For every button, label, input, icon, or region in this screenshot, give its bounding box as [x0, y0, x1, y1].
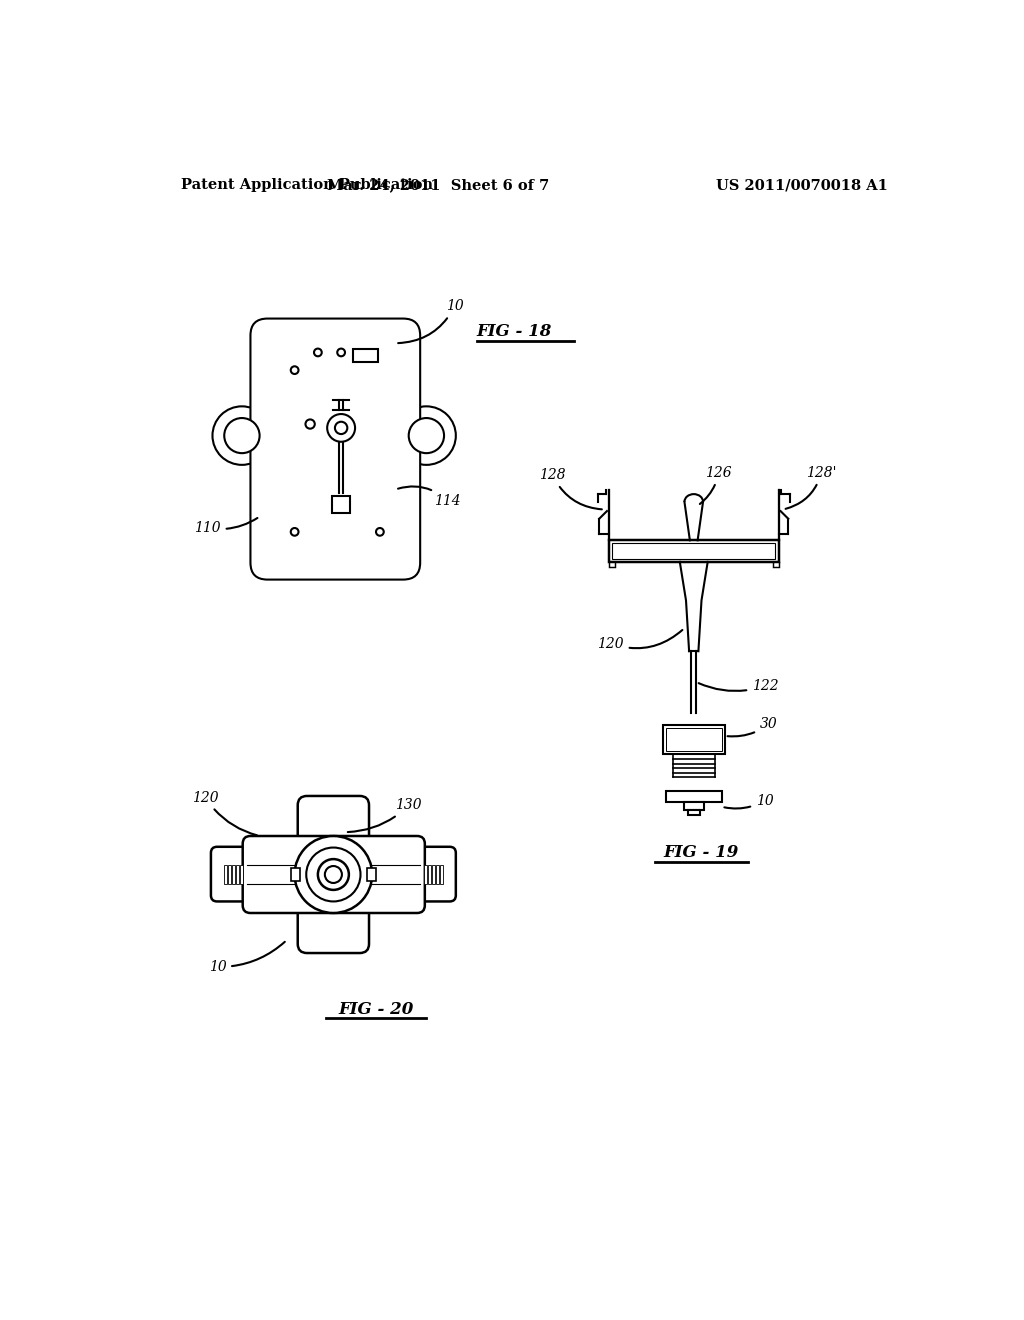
Text: Mar. 24, 2011  Sheet 6 of 7: Mar. 24, 2011 Sheet 6 of 7	[327, 178, 549, 193]
Circle shape	[376, 528, 384, 536]
Bar	[608, 562, 614, 566]
Bar	[666, 729, 722, 751]
Ellipse shape	[409, 418, 444, 453]
Text: FIG - 20: FIG - 20	[338, 1001, 414, 1018]
FancyBboxPatch shape	[407, 847, 456, 902]
Bar	[432, 866, 435, 884]
Text: 10: 10	[209, 941, 285, 974]
Ellipse shape	[397, 407, 456, 465]
Bar	[687, 810, 700, 816]
Text: 128': 128'	[785, 466, 837, 508]
Bar	[666, 792, 722, 803]
FancyBboxPatch shape	[251, 318, 420, 579]
Bar	[608, 540, 779, 562]
Circle shape	[337, 348, 345, 356]
Text: 130: 130	[348, 799, 422, 832]
Bar	[332, 496, 350, 512]
FancyBboxPatch shape	[298, 892, 369, 953]
Circle shape	[314, 348, 322, 356]
Ellipse shape	[212, 407, 271, 465]
Circle shape	[305, 420, 314, 429]
Bar	[240, 866, 243, 884]
Text: 110: 110	[195, 517, 257, 535]
Text: FIG - 19: FIG - 19	[664, 845, 739, 862]
Bar	[228, 866, 231, 884]
Circle shape	[325, 866, 342, 883]
Ellipse shape	[224, 418, 260, 453]
FancyBboxPatch shape	[298, 796, 369, 857]
Text: 128: 128	[540, 467, 602, 510]
Bar	[424, 866, 427, 884]
Text: FIG - 18: FIG - 18	[477, 323, 552, 341]
Text: 10: 10	[398, 300, 464, 343]
Circle shape	[328, 414, 355, 442]
Bar	[236, 866, 239, 884]
Bar	[428, 866, 431, 884]
FancyBboxPatch shape	[243, 836, 425, 913]
Bar	[291, 869, 300, 880]
Text: Patent Application Publication: Patent Application Publication	[180, 178, 433, 193]
Circle shape	[291, 367, 299, 374]
Text: US 2011/0070018 A1: US 2011/0070018 A1	[717, 178, 888, 193]
Bar	[439, 866, 442, 884]
Text: 120: 120	[597, 630, 682, 651]
Circle shape	[295, 836, 372, 913]
Bar	[612, 544, 775, 558]
Bar	[231, 866, 234, 884]
Text: 30: 30	[727, 717, 777, 737]
Circle shape	[317, 859, 349, 890]
Text: 114: 114	[398, 486, 461, 508]
Bar	[684, 803, 703, 810]
Bar	[352, 348, 378, 363]
Text: 10: 10	[724, 793, 773, 809]
Bar	[435, 866, 438, 884]
FancyBboxPatch shape	[211, 847, 260, 902]
Bar	[773, 562, 779, 566]
Text: 126: 126	[699, 466, 732, 504]
Circle shape	[306, 847, 360, 902]
Text: 120: 120	[193, 791, 257, 836]
Bar	[367, 869, 376, 880]
Text: 122: 122	[698, 678, 778, 693]
Circle shape	[291, 528, 299, 536]
Bar	[224, 866, 227, 884]
Bar	[663, 725, 725, 755]
Circle shape	[335, 422, 347, 434]
